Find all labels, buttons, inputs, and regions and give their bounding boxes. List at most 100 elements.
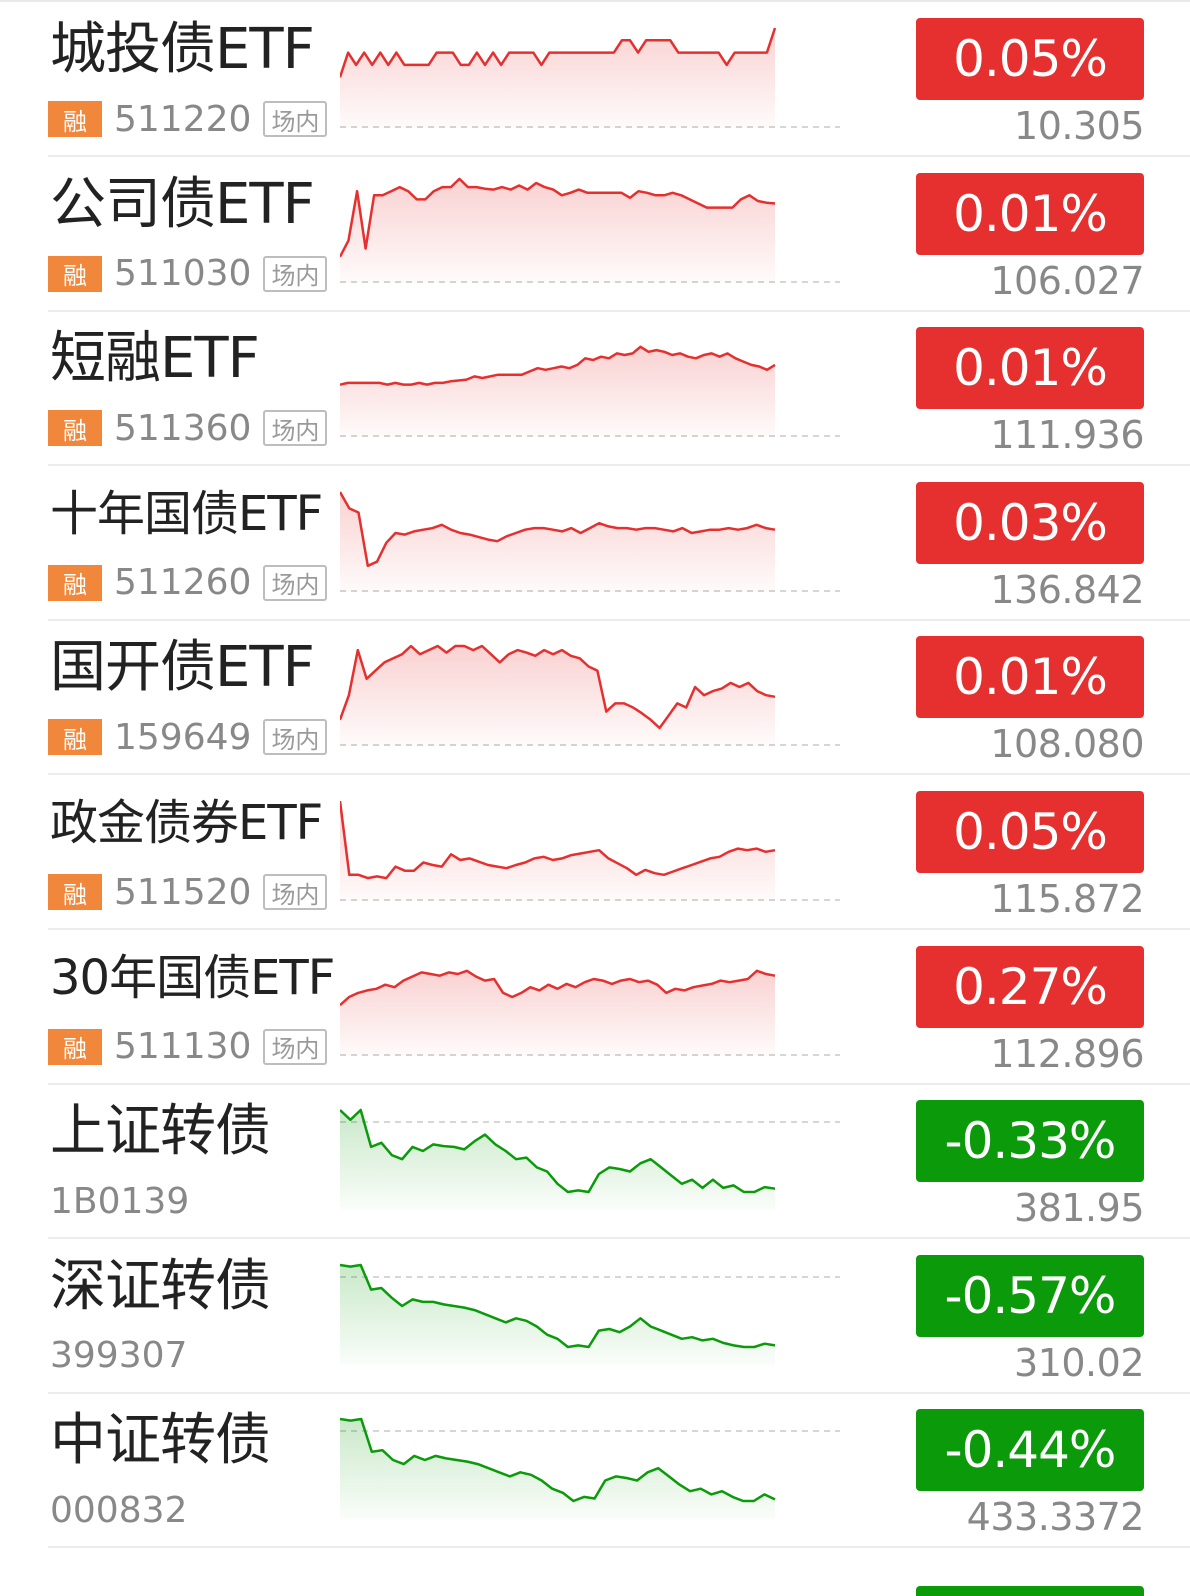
item-price: 136.842 (990, 567, 1144, 612)
item-code: 159649 (114, 716, 252, 758)
item-price: 433.3372 (966, 1495, 1145, 1540)
rong-tag-icon: 融 (48, 101, 102, 137)
sparkline-area (340, 346, 775, 438)
row-divider (48, 618, 1190, 621)
change-badge[interactable]: 0.27% (916, 945, 1144, 1028)
change-badge[interactable]: -0.33% (916, 1100, 1144, 1183)
change-badge[interactable]: 0.01% (916, 172, 1144, 255)
item-subline: 融 511220 场内 (48, 98, 328, 140)
item-code: 511360 (114, 407, 252, 449)
rong-tag-icon: 融 (48, 255, 102, 292)
sparkline-chart (340, 1418, 840, 1520)
exchange-tag: 场内 (263, 1028, 328, 1065)
item-subline: 000832 (48, 1489, 199, 1531)
exchange-tag: 场内 (263, 255, 328, 292)
exchange-tag: 场内 (263, 101, 328, 137)
item-name: 上证转债 (50, 1099, 271, 1165)
item-price: 106.027 (990, 258, 1144, 303)
sparkline-line (340, 1108, 776, 1194)
change-badge[interactable]: 0.01% (916, 636, 1144, 719)
exchange-tag: 场内 (263, 410, 328, 447)
item-subline: 融 511260 场内 (48, 562, 328, 603)
item-code: 511130 (114, 1026, 252, 1068)
exchange-tag: 场内 (263, 874, 328, 910)
list-item[interactable]: 短融ETF 融 511360 场内 0.01% 111.936 (0, 309, 1190, 467)
sparkline-chart (340, 1108, 840, 1211)
sparkline-chart (340, 645, 840, 747)
row-divider (48, 773, 1190, 776)
item-subline: 399307 (48, 1335, 199, 1377)
list-item[interactable]: 30年国债ETF 融 511130 场内 0.27% 112.896 (0, 928, 1190, 1085)
change-badge[interactable]: -0.57% (916, 1254, 1144, 1337)
list-item[interactable]: 政金债券ETF 融 511520 场内 0.05% 115.872 (0, 773, 1190, 930)
sparkline-chart (340, 345, 840, 438)
row-divider (48, 928, 1190, 930)
item-name: 中证转债 (50, 1408, 271, 1474)
list-item[interactable]: 国开债ETF 融 159649 场内 0.01% 108.080 (0, 618, 1190, 776)
exchange-tag: 场内 (263, 719, 328, 756)
list-item[interactable]: 深证转债 399307 -0.57% 310.02 (0, 1237, 1190, 1394)
item-price: 111.936 (990, 413, 1144, 458)
list-item[interactable]: 城投债ETF 融 511220 场内 0.05% 10.305 (0, 0, 1190, 157)
item-price: 10.305 (1014, 104, 1144, 148)
sparkline-line (340, 177, 776, 257)
item-price: 381.95 (1014, 1186, 1144, 1231)
change-badge[interactable]: 0.05% (916, 18, 1144, 100)
sparkline-line (340, 645, 776, 730)
row-divider (48, 1546, 1190, 1549)
item-name: 短融ETF (50, 326, 260, 392)
change-badge[interactable]: 0.01% (916, 327, 1144, 410)
next-row-badge-partial (916, 1586, 1144, 1596)
item-code: 000832 (50, 1489, 188, 1531)
sparkline-line (340, 969, 776, 1006)
item-code: 511220 (114, 98, 252, 140)
change-badge[interactable]: 0.05% (916, 791, 1144, 873)
change-badge[interactable]: 0.03% (916, 481, 1144, 564)
change-badge[interactable]: -0.44% (916, 1409, 1144, 1492)
list-item[interactable]: 中证转债 000832 -0.44% 433.3372 (0, 1391, 1190, 1549)
list-item[interactable]: 公司债ETF 融 511030 场内 0.01% 106.027 (0, 155, 1190, 312)
sparkline-chart (340, 1263, 840, 1365)
sparkline-chart (340, 27, 840, 128)
exchange-tag: 场内 (263, 564, 328, 601)
top-divider (0, 0, 1190, 2)
list-item[interactable]: 上证转债 1B0139 -0.33% 381.95 (0, 1082, 1190, 1240)
item-price: 112.896 (990, 1031, 1144, 1076)
rong-tag-icon: 融 (48, 564, 102, 601)
sparkline-chart (340, 969, 840, 1056)
item-price: 310.02 (1014, 1340, 1144, 1385)
sparkline-area (340, 1264, 775, 1365)
sparkline-line (340, 27, 777, 78)
item-name: 国开债ETF (50, 635, 315, 701)
list-item[interactable]: 十年国债ETF 融 511260 场内 0.03% 136.842 (0, 464, 1190, 621)
item-price: 108.080 (990, 722, 1144, 767)
row-divider (48, 464, 1190, 467)
item-name: 深证转债 (50, 1253, 271, 1319)
item-price: 115.872 (990, 877, 1144, 921)
sparkline-area (340, 491, 775, 592)
item-name: 公司债ETF (50, 171, 315, 237)
sparkline-line (340, 800, 776, 880)
item-code: 399307 (50, 1335, 188, 1377)
sparkline-line (340, 1263, 776, 1349)
sparkline-chart (340, 800, 840, 901)
sparkline-area (340, 1419, 775, 1520)
row-divider (48, 1082, 1190, 1085)
rong-tag-icon: 融 (48, 410, 102, 447)
item-subline: 融 511030 场内 (48, 253, 328, 295)
item-code: 511030 (114, 253, 252, 295)
item-code: 511520 (114, 871, 252, 913)
item-subline: 融 511130 场内 (48, 1026, 328, 1068)
sparkline-chart (340, 491, 840, 592)
sparkline-line (340, 345, 776, 387)
row-divider (48, 1391, 1190, 1394)
item-name: 政金债券ETF (50, 795, 323, 851)
sparkline-area (340, 178, 775, 283)
sparkline-line (340, 491, 776, 567)
row-divider (48, 155, 1190, 157)
item-code: 1B0139 (50, 1180, 190, 1222)
row-divider (48, 309, 1190, 312)
rong-tag-icon: 融 (48, 1028, 102, 1065)
item-subline: 1B0139 (48, 1180, 201, 1222)
item-name: 城投债ETF (50, 17, 315, 82)
